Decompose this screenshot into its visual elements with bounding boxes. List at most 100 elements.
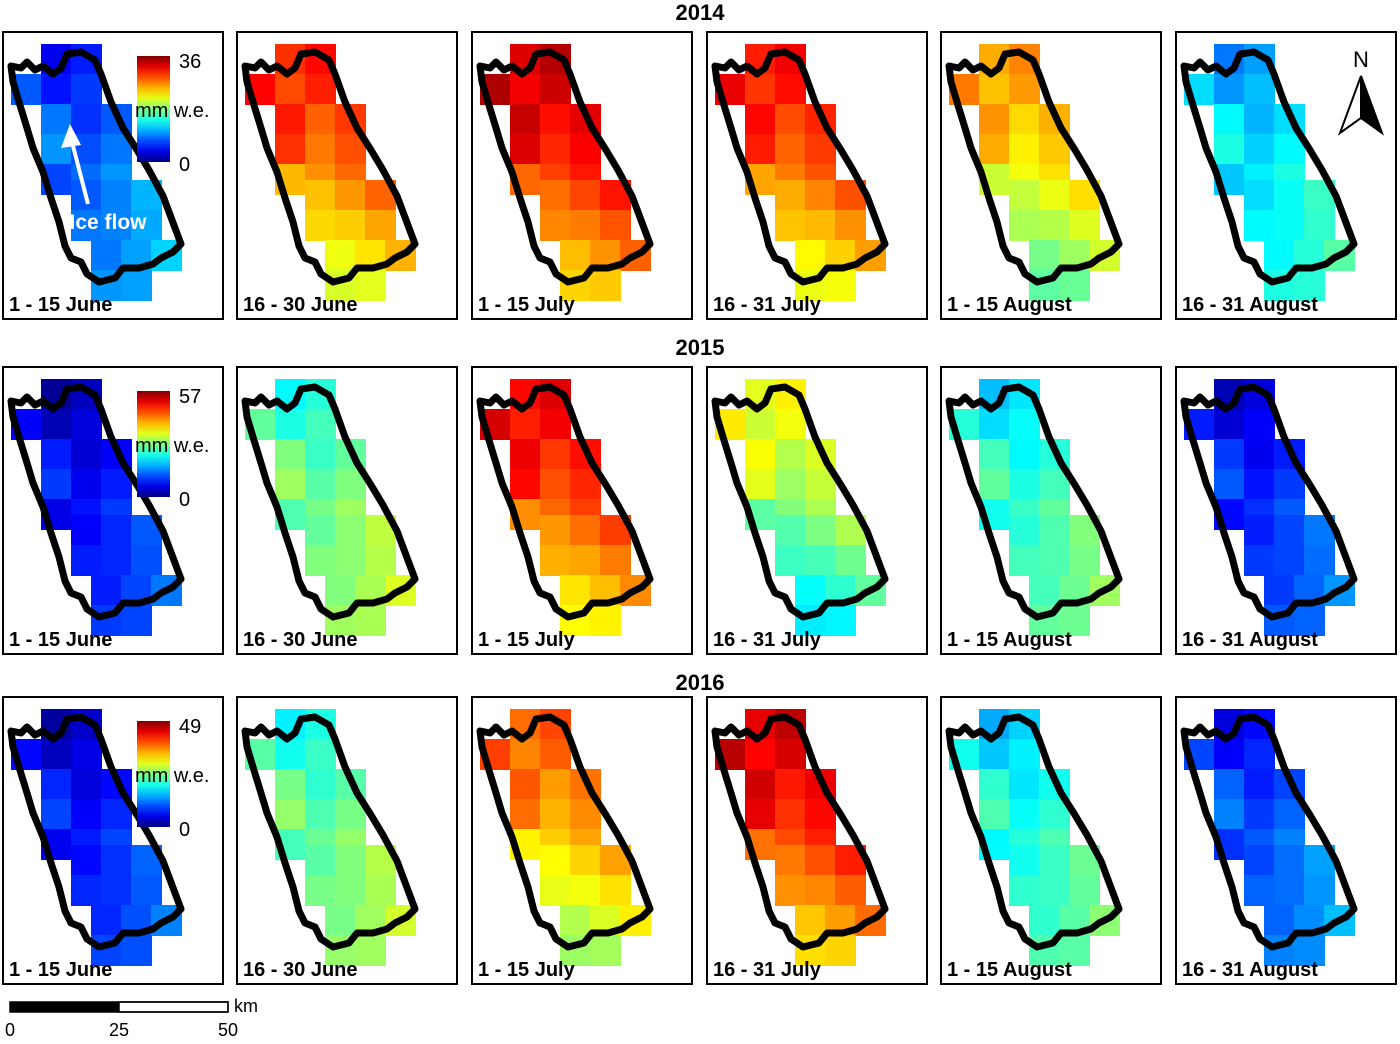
raster-cell xyxy=(540,515,571,546)
raster-cell xyxy=(590,935,621,966)
legend-unit: mm w.e. xyxy=(135,435,209,457)
raster-cell xyxy=(775,439,806,470)
raster-cell xyxy=(1009,74,1040,105)
raster-cell xyxy=(1214,469,1245,500)
raster-cell xyxy=(560,240,591,271)
raster-cell xyxy=(835,210,866,241)
raster-cell xyxy=(805,515,836,546)
legend-unit: mm w.e. xyxy=(135,765,209,787)
raster-cell xyxy=(1274,180,1305,211)
glacier-outline xyxy=(945,713,1123,951)
glacier-outline xyxy=(1180,713,1358,951)
raster-cell xyxy=(1274,875,1305,906)
map-panel: 1 - 15 June 49 mm w.e. 0 xyxy=(2,696,224,985)
period-label: 16 - 31 July xyxy=(713,294,822,316)
glacier-outline xyxy=(1180,383,1358,621)
period-label: 1 - 15 June xyxy=(9,294,112,316)
raster-cell xyxy=(1009,799,1040,830)
raster-cell xyxy=(775,74,806,105)
raster-cell xyxy=(775,845,806,876)
glacier-outline xyxy=(476,713,654,951)
raster-cell xyxy=(275,439,306,470)
raster-cell xyxy=(71,409,102,440)
raster-cell xyxy=(775,739,806,770)
raster-cell xyxy=(1009,104,1040,135)
legend-colorbar xyxy=(137,391,170,497)
raster-cell xyxy=(540,799,571,830)
period-label: 1 - 15 August xyxy=(947,959,1072,981)
raster-cell xyxy=(305,469,336,500)
raster-cell xyxy=(41,769,72,800)
raster-cell xyxy=(1214,104,1245,135)
glacier-outline xyxy=(711,383,889,621)
raster-cell xyxy=(745,739,776,770)
raster-cell xyxy=(121,605,152,636)
raster-cell xyxy=(600,545,631,576)
raster-cell xyxy=(71,545,102,576)
period-label: 1 - 15 August xyxy=(947,629,1072,651)
raster-cell xyxy=(1244,469,1275,500)
raster-cell xyxy=(1244,515,1275,546)
raster-cell xyxy=(1244,74,1275,105)
scale-tick-25: 25 xyxy=(109,1020,129,1039)
raster-cell xyxy=(71,210,102,241)
raster-cell xyxy=(1244,409,1275,440)
raster-cell xyxy=(101,875,132,906)
melt-raster xyxy=(715,379,886,636)
map-panel: 16 - 31 August xyxy=(1175,366,1397,655)
raster-cell xyxy=(560,905,591,936)
raster-cell xyxy=(325,575,356,606)
period-label: 1 - 15 June xyxy=(9,959,112,981)
raster-cell xyxy=(805,210,836,241)
raster-cell xyxy=(745,409,776,440)
raster-cell xyxy=(41,469,72,500)
raster-cell xyxy=(979,409,1010,440)
raster-cell xyxy=(1244,210,1275,241)
raster-cell xyxy=(131,545,162,576)
north-label: N xyxy=(1353,47,1369,72)
raster-cell xyxy=(335,180,366,211)
map-panel: 1 - 15 August xyxy=(940,31,1162,320)
raster-cell xyxy=(1214,769,1245,800)
legend-unit: mm w.e. xyxy=(135,100,209,122)
raster-cell xyxy=(745,769,776,800)
raster-cell xyxy=(1304,210,1335,241)
raster-cell xyxy=(805,180,836,211)
raster-cell xyxy=(540,469,571,500)
legend-max: 36 xyxy=(179,51,201,73)
raster-cell xyxy=(775,769,806,800)
raster-cell xyxy=(1304,545,1335,576)
raster-cell xyxy=(600,210,631,241)
raster-cell xyxy=(745,134,776,165)
raster-cell xyxy=(1274,515,1305,546)
legend-min: 0 xyxy=(179,154,190,176)
period-label: 16 - 30 June xyxy=(243,294,358,316)
raster-cell xyxy=(305,409,336,440)
raster-cell xyxy=(305,74,336,105)
raster-cell xyxy=(1214,134,1245,165)
raster-cell xyxy=(91,905,122,936)
raster-cell xyxy=(1039,875,1070,906)
raster-cell xyxy=(275,104,306,135)
map-panel: 1 - 15 June 36 mm w.e. 0 xyxy=(2,31,224,320)
raster-cell xyxy=(745,74,776,105)
raster-cell xyxy=(1214,739,1245,770)
raster-cell xyxy=(1039,545,1070,576)
legend-max: 49 xyxy=(179,716,201,738)
raster-cell xyxy=(510,469,541,500)
raster-cell xyxy=(71,769,102,800)
melt-raster xyxy=(245,709,416,966)
raster-cell xyxy=(1274,545,1305,576)
raster-cell xyxy=(275,799,306,830)
raster-cell xyxy=(1214,409,1245,440)
raster-cell xyxy=(540,134,571,165)
map-panel: 1 - 15 August xyxy=(940,696,1162,985)
raster-cell xyxy=(71,739,102,770)
raster-cell xyxy=(775,409,806,440)
raster-cell xyxy=(305,845,336,876)
map-panel: 16 - 30 June xyxy=(236,366,458,655)
map-panel: 1 - 15 July xyxy=(471,366,693,655)
legend-min: 0 xyxy=(179,819,190,841)
raster-cell xyxy=(41,799,72,830)
raster-cell xyxy=(979,134,1010,165)
